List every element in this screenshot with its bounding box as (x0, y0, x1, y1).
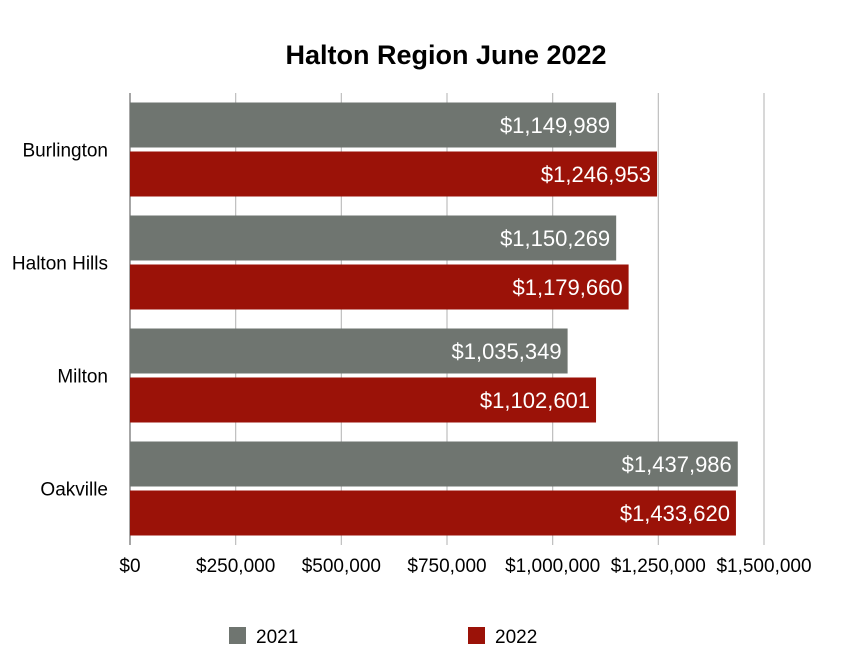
legend: 2021 2022 (229, 627, 537, 648)
x-tick-label: $250,000 (196, 556, 275, 577)
data-label: $1,102,601 (480, 388, 590, 413)
x-tick-label: $1,000,000 (505, 556, 600, 577)
category-label: Burlington (22, 141, 108, 162)
bar-2021-halton-hills (130, 215, 617, 261)
x-tick-label: $1,500,000 (716, 556, 811, 577)
x-tick-label: $0 (119, 556, 140, 577)
data-label: $1,437,986 (622, 452, 732, 477)
bar-2021-burlington (130, 102, 617, 148)
category-label: Halton Hills (12, 254, 108, 275)
legend-label-2022: 2022 (495, 627, 537, 648)
x-tick-label: $500,000 (302, 556, 381, 577)
bar-2022-oakville (130, 490, 736, 536)
chart-title: Halton Region June 2022 (285, 40, 606, 70)
bar-2021-oakville (130, 441, 738, 487)
data-label: $1,433,620 (620, 501, 730, 526)
category-label: Milton (57, 367, 108, 388)
data-label: $1,179,660 (512, 275, 622, 300)
x-tick-label: $1,250,000 (611, 556, 706, 577)
data-label: $1,150,269 (500, 226, 610, 251)
data-label: $1,149,989 (500, 113, 610, 138)
x-tick-label: $750,000 (407, 556, 486, 577)
bar-2022-milton (130, 377, 597, 423)
legend-label-2021: 2021 (256, 627, 298, 648)
bar-2021-milton (130, 328, 568, 374)
bar-2022-burlington (130, 151, 658, 197)
x-axis-tick-labels: $0 $250,000 $500,000 $750,000 $1,000,000 $1,2… (119, 556, 811, 577)
category-label: Oakville (40, 480, 108, 501)
bars: $1,149,989 $1,246,953 $1,150,269 $1,179,660… (130, 102, 738, 536)
category-labels: Burlington Halton Hills Milton Oakville (12, 141, 108, 501)
legend-swatch-2021 (229, 627, 246, 644)
data-label: $1,246,953 (541, 162, 651, 187)
bar-2022-halton-hills (130, 264, 629, 310)
data-label: $1,035,349 (451, 339, 561, 364)
legend-swatch-2022 (468, 627, 485, 644)
